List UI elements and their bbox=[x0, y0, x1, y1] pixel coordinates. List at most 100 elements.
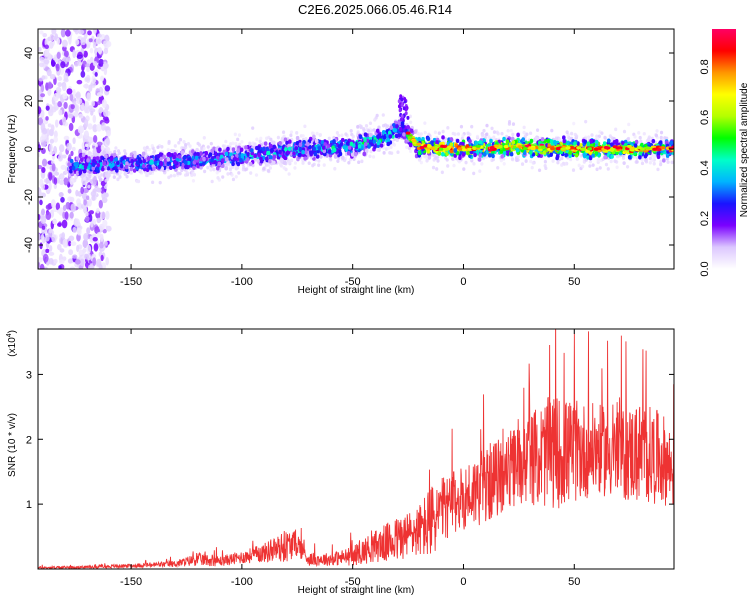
spectrogram-cell bbox=[72, 254, 78, 259]
spectrogram-cell bbox=[253, 153, 257, 158]
spectrogram-cell bbox=[202, 160, 206, 165]
spectrogram-cell bbox=[68, 35, 72, 45]
spectrogram-cell bbox=[453, 132, 457, 137]
spectrogram-cell bbox=[44, 48, 49, 57]
spectrogram-cell bbox=[582, 153, 587, 159]
spectrogram-cell bbox=[457, 147, 463, 151]
spectrogram-cell bbox=[640, 161, 645, 166]
spectrogram-cell bbox=[100, 167, 105, 172]
spectrogram-cell bbox=[606, 138, 611, 143]
spectrogram-cell bbox=[83, 130, 90, 140]
spectrogram-cell bbox=[38, 261, 41, 269]
spectrogram-cell bbox=[549, 139, 554, 144]
spectrogram-cell bbox=[75, 93, 81, 98]
spectrogram-cell bbox=[88, 136, 93, 143]
spectrogram-cell bbox=[602, 141, 607, 146]
spectrogram-cell bbox=[103, 47, 109, 55]
spectrogram-cell bbox=[569, 146, 575, 150]
spectrogram-cell bbox=[182, 140, 186, 144]
spectrogram-cell bbox=[430, 146, 436, 151]
spectrogram-cell bbox=[574, 153, 579, 158]
spectrogram-cell bbox=[530, 165, 534, 170]
spectrogram-cell bbox=[608, 134, 612, 138]
spectrogram-cell bbox=[362, 151, 367, 157]
spectrogram-cell bbox=[506, 128, 510, 133]
spectrogram-cell bbox=[200, 146, 204, 150]
spectrogram-cell bbox=[84, 77, 90, 82]
spectrogram-cell bbox=[92, 78, 97, 83]
spectrogram-cell bbox=[92, 124, 98, 133]
spectrogram-cell bbox=[587, 147, 593, 151]
spectrogram-cell bbox=[166, 157, 171, 162]
spectrogram-cell bbox=[357, 160, 361, 164]
spectrogram-cell bbox=[598, 166, 602, 170]
spectrogram-cell bbox=[315, 131, 319, 136]
spectrogram-cell bbox=[394, 133, 399, 139]
spectrogram-cell bbox=[216, 176, 220, 180]
spectrogram-cell bbox=[86, 92, 92, 102]
spectrogram-cell bbox=[166, 147, 170, 152]
spectrogram-cell bbox=[49, 143, 53, 152]
spectrogram-cell bbox=[133, 153, 137, 159]
spectrogram-cell bbox=[57, 82, 63, 88]
spectrogram-cell bbox=[505, 139, 510, 144]
spectrogram-cell bbox=[549, 152, 553, 157]
spectrogram-cell bbox=[66, 142, 72, 151]
spectrogram-cell bbox=[248, 161, 253, 167]
spectrogram-cell bbox=[392, 123, 396, 128]
spectrogram-cell bbox=[100, 173, 104, 177]
spectrogram-cell bbox=[314, 138, 319, 144]
spectrogram-cell bbox=[99, 211, 106, 220]
spectrogram-cell bbox=[82, 173, 86, 177]
spectrogram-cell bbox=[245, 157, 250, 162]
snr-y-tick-label: 1 bbox=[26, 499, 32, 511]
spectrogram-cell bbox=[223, 144, 227, 149]
spectrogram-cell bbox=[194, 155, 199, 161]
spectrogram-cell bbox=[49, 245, 53, 252]
spectrogram-cell bbox=[614, 127, 618, 132]
spectrogram-cell bbox=[367, 128, 371, 133]
spectrogram-cell bbox=[231, 147, 236, 152]
spectrogram-cell bbox=[654, 133, 659, 138]
spectrogram-cell bbox=[409, 128, 414, 134]
spectrogram-cell bbox=[74, 259, 81, 265]
spectrogram-cell bbox=[87, 30, 92, 36]
spectrogram-cell bbox=[656, 167, 660, 172]
spectrogram-cell bbox=[444, 147, 450, 151]
spectrogram-cell bbox=[379, 143, 384, 148]
spectrogram-x-tick-label: 50 bbox=[568, 276, 580, 288]
spectrogram-cell bbox=[221, 158, 225, 163]
spectrogram-cell bbox=[49, 33, 54, 42]
spectrogram-cell bbox=[540, 137, 545, 142]
spectrogram-cell bbox=[191, 178, 196, 183]
spectrogram-cell bbox=[78, 29, 85, 35]
spectrogram-cell bbox=[45, 204, 52, 210]
spectrogram-cell bbox=[312, 134, 316, 139]
spectrogram-cell bbox=[554, 136, 558, 141]
spectrogram-cell bbox=[568, 153, 572, 159]
spectrogram-cell bbox=[80, 37, 87, 46]
spectrogram-cell bbox=[282, 154, 286, 160]
spectrogram-cell bbox=[466, 151, 470, 156]
spectrogram-cell bbox=[57, 154, 63, 162]
spectrogram-cell bbox=[76, 54, 83, 59]
spectrogram-cell bbox=[515, 147, 520, 153]
spectrogram-cell bbox=[268, 166, 273, 170]
spectrogram-cell bbox=[184, 143, 188, 147]
spectrogram-cell bbox=[172, 173, 177, 178]
spectrogram-cell bbox=[107, 173, 111, 178]
colorbar-tick-label: 0.8 bbox=[699, 59, 711, 74]
spectrogram-cell bbox=[148, 165, 152, 170]
spectrogram-cell bbox=[51, 106, 57, 113]
spectrogram-cell bbox=[58, 265, 62, 269]
spectrogram-cell bbox=[265, 136, 269, 141]
spectrogram-cell bbox=[90, 82, 97, 87]
colorbar-label: Normalized spectral amplitude bbox=[739, 82, 750, 217]
spectrogram-cell bbox=[376, 148, 380, 152]
spectrogram-cell bbox=[97, 100, 101, 106]
spectrogram-cell bbox=[386, 141, 391, 147]
spectrogram-cell bbox=[240, 153, 245, 158]
spectrogram-cell bbox=[255, 137, 259, 142]
spectrogram-cell bbox=[178, 137, 183, 142]
spectrogram-cell bbox=[529, 138, 534, 144]
